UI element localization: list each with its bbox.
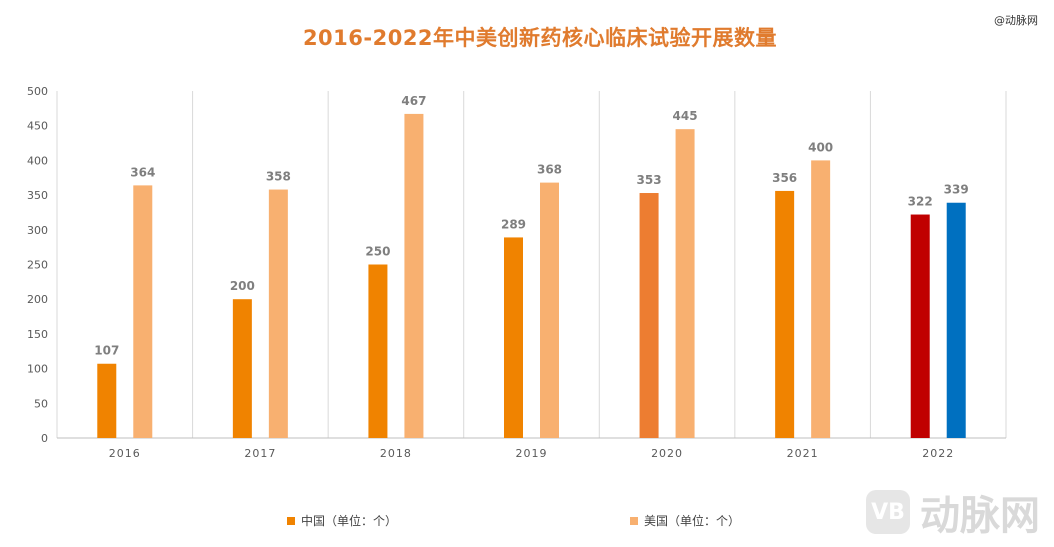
data-label: 339 bbox=[944, 183, 969, 197]
data-label: 368 bbox=[537, 163, 562, 177]
y-tick-label: 350 bbox=[27, 189, 48, 202]
legend-item-china: 中国（单位：个） bbox=[287, 512, 397, 529]
data-label: 364 bbox=[130, 165, 155, 179]
bar bbox=[368, 264, 388, 438]
bar bbox=[675, 129, 695, 439]
data-label: 322 bbox=[908, 195, 933, 209]
bar bbox=[775, 190, 795, 438]
data-label: 107 bbox=[94, 344, 119, 358]
data-label: 400 bbox=[808, 140, 833, 154]
logo-text: 动脉网 bbox=[920, 493, 1040, 539]
data-label: 356 bbox=[772, 171, 797, 185]
bar bbox=[639, 193, 659, 438]
legend-swatch-usa bbox=[630, 516, 638, 525]
legend-swatch-china bbox=[287, 516, 295, 525]
data-label: 250 bbox=[365, 245, 390, 259]
bar bbox=[946, 202, 966, 438]
y-tick-label: 50 bbox=[34, 397, 48, 410]
y-tick-label: 0 bbox=[41, 432, 48, 445]
data-label: 289 bbox=[501, 217, 526, 231]
logo: VB 动脉网 bbox=[866, 483, 1040, 541]
x-tick-label: 2018 bbox=[380, 447, 412, 460]
bar bbox=[97, 363, 117, 438]
x-tick-label: 2021 bbox=[787, 447, 819, 460]
bar bbox=[910, 214, 930, 438]
legend-label-china: 中国（单位：个） bbox=[301, 514, 398, 528]
y-tick-label: 100 bbox=[27, 363, 48, 376]
data-label: 467 bbox=[401, 94, 426, 108]
chart-title: 2016-2022年中美创新药核心临床试验开展数量 bbox=[302, 26, 778, 50]
bar bbox=[504, 237, 523, 438]
x-tick-label: 2020 bbox=[651, 447, 683, 460]
bar bbox=[404, 113, 424, 438]
y-tick-label: 250 bbox=[27, 259, 48, 272]
data-label: 445 bbox=[673, 109, 698, 123]
y-tick-label: 450 bbox=[27, 120, 48, 133]
x-tick-label: 2016 bbox=[109, 447, 141, 460]
data-label: 200 bbox=[230, 279, 255, 293]
logo-mark: VB bbox=[866, 490, 910, 534]
x-tick-label: 2017 bbox=[244, 447, 276, 460]
y-tick-label: 300 bbox=[27, 224, 48, 237]
bar bbox=[540, 182, 559, 438]
y-tick-label: 150 bbox=[27, 328, 48, 341]
x-tick-label: 2019 bbox=[516, 447, 548, 460]
legend-item-usa: 美国（单位：个） bbox=[630, 512, 740, 529]
watermark-top: @动脉网 bbox=[994, 14, 1038, 27]
data-label: 358 bbox=[266, 170, 291, 184]
bar bbox=[811, 160, 831, 438]
bar bbox=[232, 299, 252, 438]
bar bbox=[268, 189, 288, 438]
legend-label-usa: 美国（单位：个） bbox=[644, 514, 741, 528]
bar bbox=[133, 185, 153, 438]
x-tick-label: 2022 bbox=[922, 447, 954, 460]
y-tick-label: 200 bbox=[27, 293, 48, 306]
y-tick-label: 500 bbox=[27, 85, 48, 98]
y-tick-label: 400 bbox=[27, 154, 48, 167]
data-label: 353 bbox=[637, 173, 662, 187]
